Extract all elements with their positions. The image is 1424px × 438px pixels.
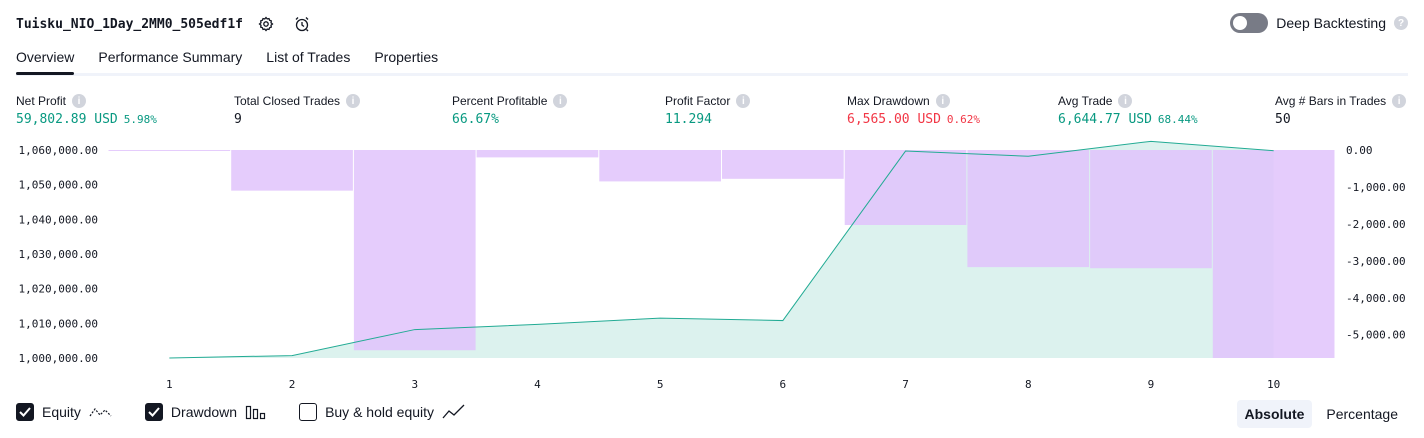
metric-value: 66.67% — [452, 112, 499, 127]
right-axis-tick-label: -2,000.00 — [1346, 218, 1406, 231]
metric-avg-trade: Avg Trade i 6,644.77 USD 68.44% — [1058, 93, 1198, 129]
strategy-title: Tuisku_NIO_1Day_2MM0_505edf1f — [16, 16, 243, 32]
metric-total-closed-trades: Total Closed Trades i 9 — [234, 93, 361, 129]
right-axis-tick-label: 0.00 — [1346, 144, 1373, 157]
metric-percent: 0.62% — [946, 113, 981, 126]
metric-profit-factor: Profit Factor i 11.294 — [665, 93, 751, 129]
gear-icon[interactable] — [253, 12, 279, 36]
left-axis-tick-label: 1,050,000.00 — [19, 179, 98, 192]
buy-hold-line-icon — [442, 404, 465, 419]
x-axis-tick-label: 2 — [289, 378, 296, 391]
legend-label: Buy & hold equity — [325, 404, 435, 420]
legend-drawdown[interactable]: Drawdown — [144, 403, 267, 421]
absolute-button[interactable]: Absolute — [1236, 400, 1313, 428]
x-axis-tick-label: 5 — [657, 378, 664, 391]
metric-value: 59,802.89 USD — [16, 112, 118, 127]
deep-backtesting: Deep Backtesting ? — [1230, 13, 1408, 33]
metric-percent-profitable: Percent Profitable i 66.67% — [452, 93, 568, 129]
info-icon[interactable]: i — [736, 94, 751, 108]
x-axis-tick-label: 8 — [1025, 378, 1032, 391]
toggle-knob — [1233, 16, 1248, 30]
metric-label: Max Drawdown — [847, 94, 930, 108]
info-icon[interactable]: i — [1118, 94, 1133, 108]
left-axis-tick-label: 1,000,000.00 — [19, 352, 98, 365]
metric-percent: 5.98% — [123, 113, 157, 126]
tab-list-of-trades[interactable]: List of Trades — [266, 49, 351, 65]
left-axis-tick-label: 1,060,000.00 — [19, 144, 98, 157]
deep-backtesting-label: Deep Backtesting — [1276, 15, 1386, 31]
x-axis-tick-label: 9 — [1148, 378, 1155, 391]
equity-checkbox[interactable] — [16, 403, 34, 421]
metric-percent: 68.44% — [1157, 113, 1198, 126]
alarm-clock-icon[interactable] — [289, 12, 315, 36]
left-axis-tick-label: 1,020,000.00 — [19, 283, 98, 296]
metric-label: Avg Trade — [1058, 94, 1113, 108]
metric-net-profit: Net Profit i 59,802.89 USD 5.98% — [16, 93, 157, 129]
right-axis-tick-label: -1,000.00 — [1346, 181, 1406, 194]
tabs-divider — [16, 73, 1408, 76]
drawdown-bar — [844, 150, 967, 225]
drawdown-bar — [967, 150, 1090, 268]
drawdown-bar — [722, 150, 844, 179]
left-axis-tick-label: 1,010,000.00 — [19, 317, 98, 330]
metric-value: 9 — [234, 112, 242, 127]
left-axis-tick-label: 1,040,000.00 — [19, 213, 98, 226]
metric-label: Profit Factor — [665, 94, 731, 108]
metric-label: Percent Profitable — [452, 94, 548, 108]
metric-label: Avg # Bars in Trades — [1275, 94, 1387, 108]
legend-label: Drawdown — [170, 404, 238, 420]
x-axis-tick-label: 4 — [534, 378, 541, 391]
x-axis-tick-label: 7 — [902, 378, 909, 391]
info-icon[interactable]: i — [935, 94, 950, 108]
tab-properties[interactable]: Properties — [374, 49, 439, 65]
drawdown-bar — [231, 150, 353, 191]
x-axis-tick-label: 3 — [411, 378, 418, 391]
right-axis-tick-label: -4,000.00 — [1346, 292, 1406, 305]
tab-bar: Overview Performance Summary List of Tra… — [16, 46, 439, 75]
metric-avg-bars-in-trades: Avg # Bars in Trades i 50 — [1275, 93, 1407, 129]
strategy-header: Tuisku_NIO_1Day_2MM0_505edf1f — [16, 12, 315, 36]
chart-legend: Equity Drawdown Buy & hold equity — [16, 403, 466, 421]
metric-value: 11.294 — [665, 112, 712, 127]
x-axis-tick-label: 6 — [780, 378, 787, 391]
equity-line-icon — [89, 408, 112, 417]
buy-hold-checkbox[interactable] — [299, 403, 318, 421]
equity-drawdown-chart[interactable]: 1,060,000.00 1,050,000.00 1,040,000.00 1,03… — [0, 140, 1424, 395]
x-axis-tick-label: 10 — [1267, 378, 1280, 391]
drawdown-bar — [599, 150, 721, 182]
metric-value: 50 — [1275, 112, 1291, 127]
x-axis-tick-label: 1 — [166, 378, 173, 391]
metric-label: Net Profit — [16, 94, 67, 108]
drawdown-bars-icon — [245, 405, 266, 420]
info-icon[interactable]: i — [1392, 94, 1407, 108]
info-icon[interactable]: i — [72, 94, 87, 108]
drawdown-bar — [476, 150, 599, 158]
metric-value: 6,565.00 USD — [847, 112, 941, 127]
equity-line — [169, 140, 1274, 359]
drawdown-bar — [1212, 150, 1335, 358]
legend-label: Equity — [42, 404, 81, 420]
metric-max-drawdown: Max Drawdown i 6,565.00 USD 0.62% — [847, 93, 980, 129]
drawdown-checkbox[interactable] — [144, 403, 163, 421]
metric-value: 6,644.77 USD — [1058, 112, 1152, 127]
metric-label: Total Closed Trades — [234, 94, 341, 108]
legend-buy-hold-equity[interactable]: Buy & hold equity — [299, 403, 466, 421]
tab-overview[interactable]: Overview — [16, 46, 75, 75]
tab-performance-summary[interactable]: Performance Summary — [98, 49, 243, 65]
question-mark-icon[interactable]: ? — [1394, 16, 1408, 30]
left-axis-tick-label: 1,030,000.00 — [19, 248, 98, 261]
drawdown-bar — [353, 150, 476, 351]
right-axis-tick-label: -5,000.00 — [1346, 329, 1406, 342]
right-axis-tick-label: -3,000.00 — [1346, 255, 1406, 268]
deep-backtesting-toggle[interactable] — [1230, 13, 1269, 33]
info-icon[interactable]: i — [346, 94, 361, 108]
info-icon[interactable]: i — [553, 94, 568, 108]
legend-equity[interactable]: Equity — [16, 403, 113, 421]
value-mode-switch: Absolute Percentage — [1236, 400, 1407, 428]
percentage-button[interactable]: Percentage — [1326, 406, 1398, 422]
drawdown-bar — [108, 150, 231, 151]
drawdown-bar — [1090, 150, 1212, 269]
